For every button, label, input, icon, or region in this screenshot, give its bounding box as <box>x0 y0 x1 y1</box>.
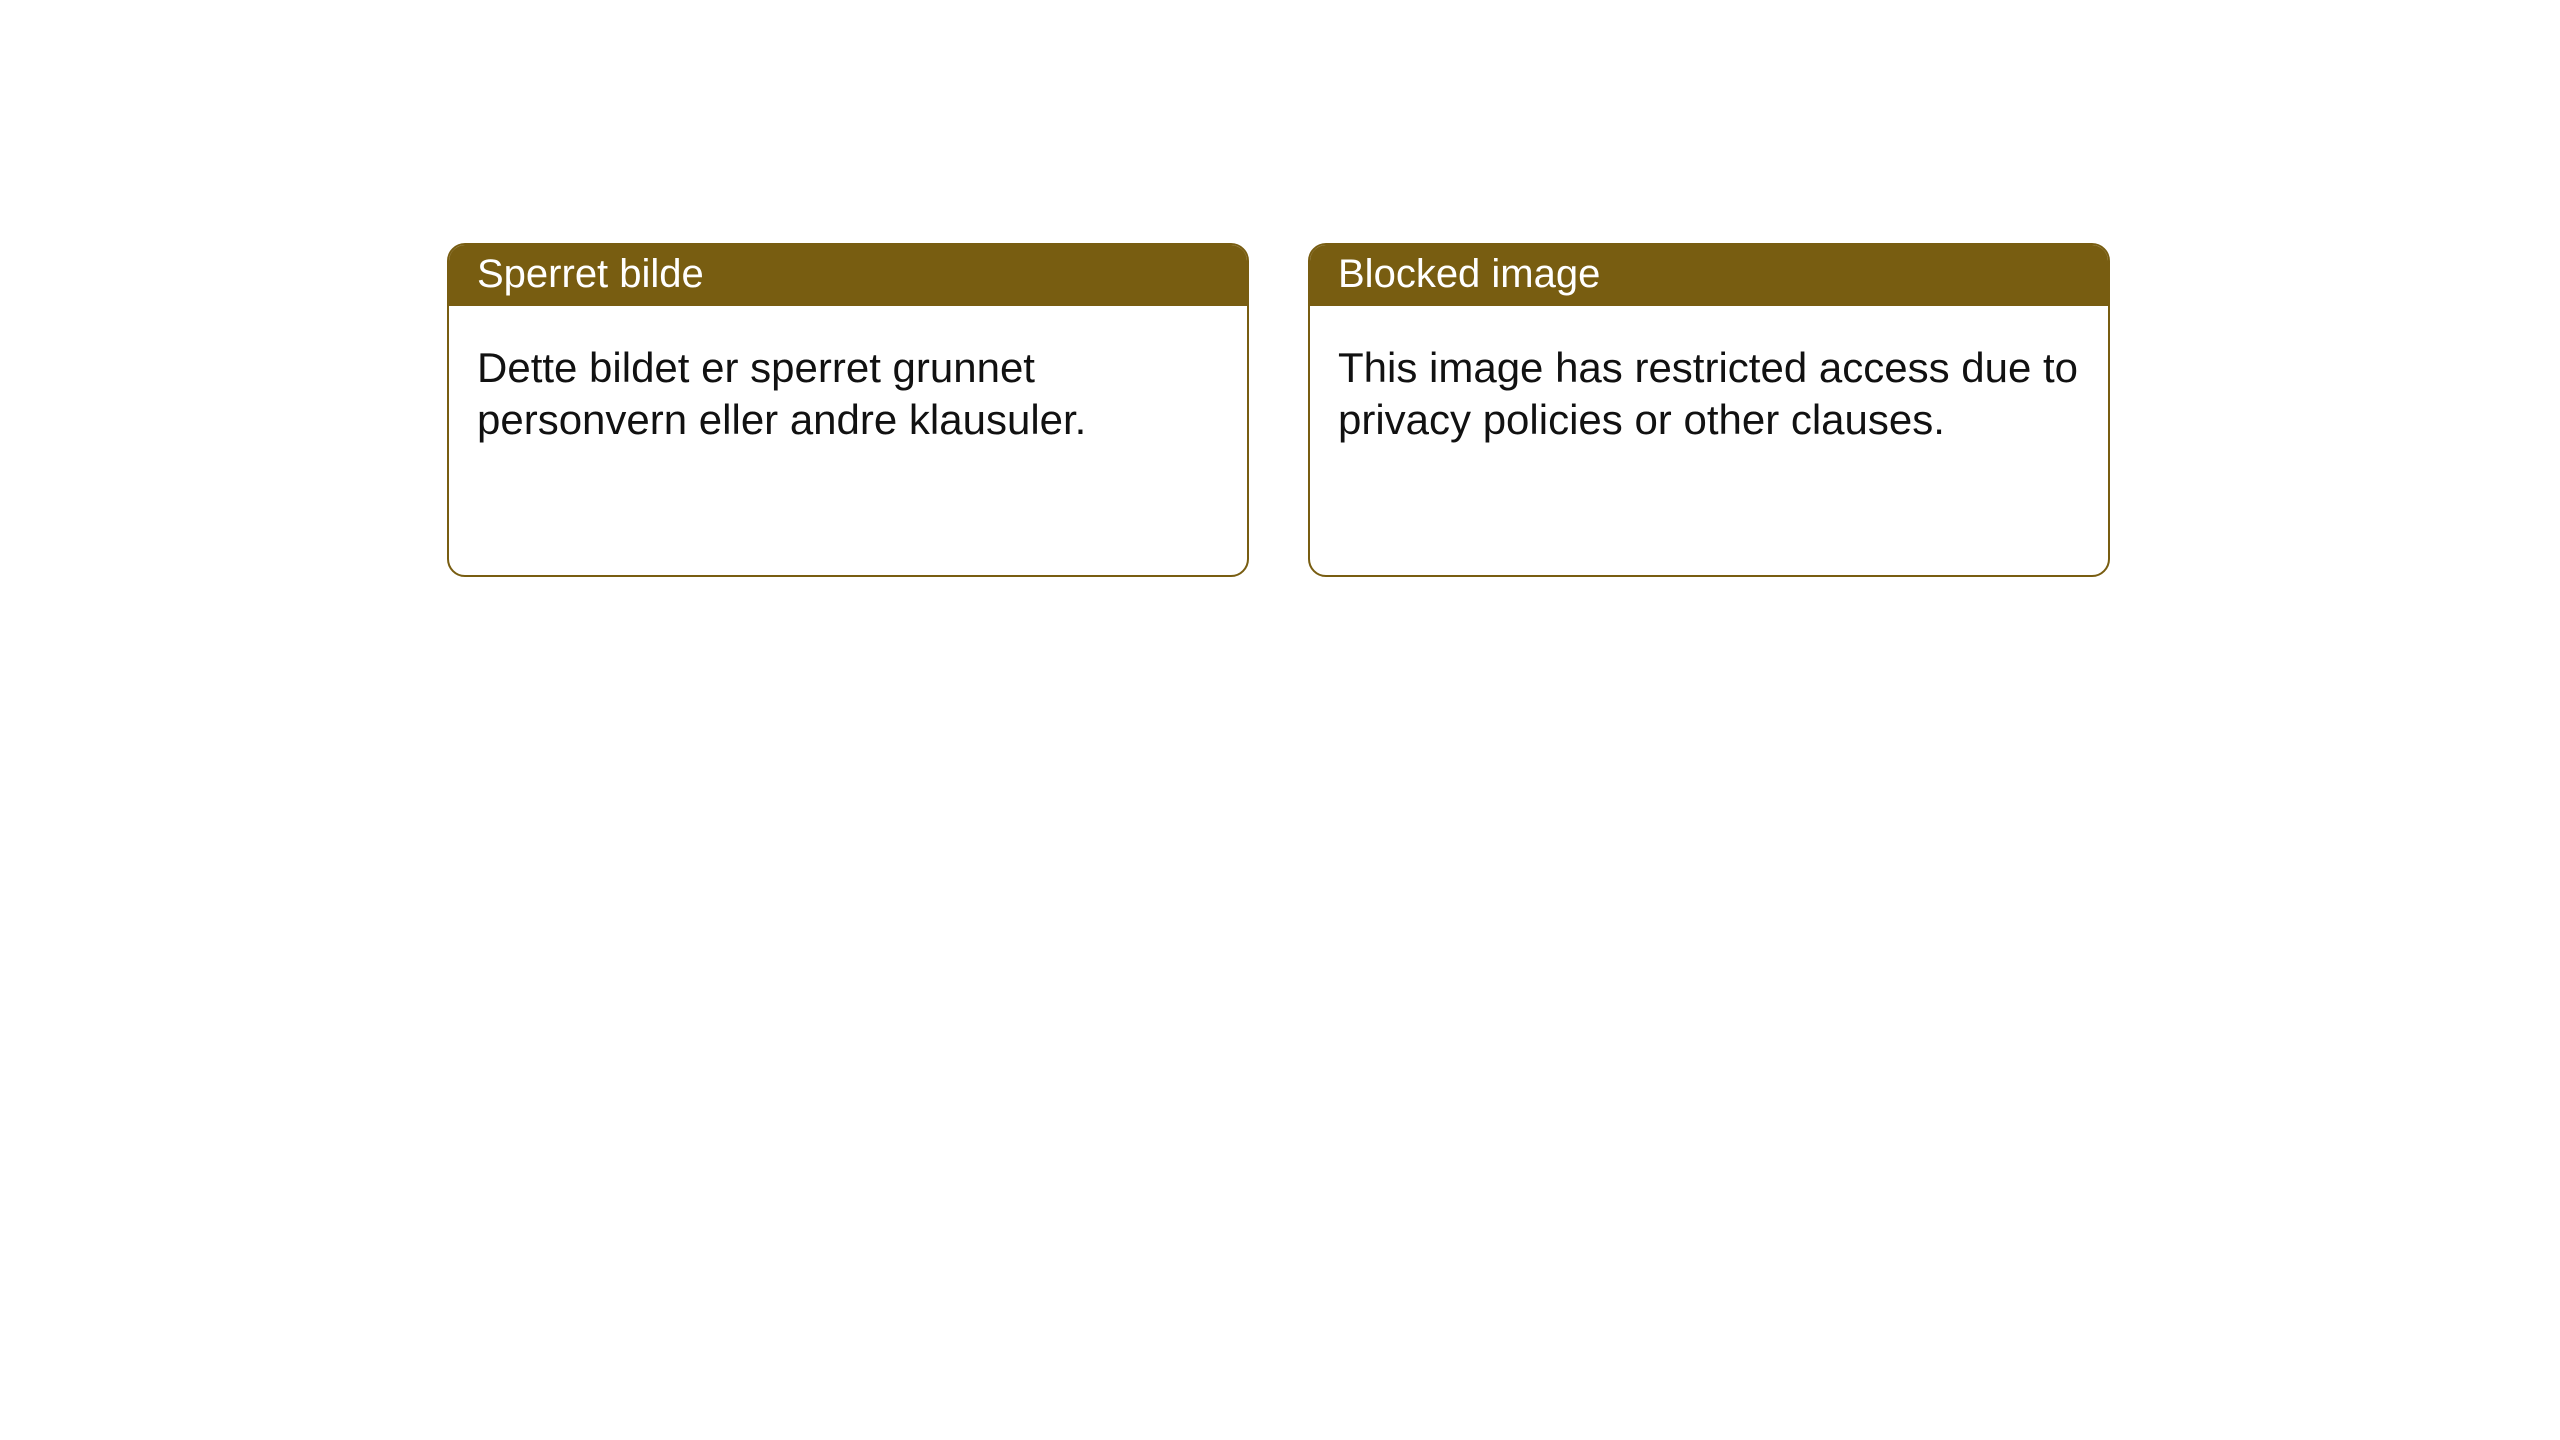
blocked-image-card-en: Blocked image This image has restricted … <box>1308 243 2110 577</box>
blocked-image-card-no: Sperret bilde Dette bildet er sperret gr… <box>447 243 1249 577</box>
card-body: Dette bildet er sperret grunnet personve… <box>449 306 1247 482</box>
card-body-text: This image has restricted access due to … <box>1338 344 2078 443</box>
card-header: Blocked image <box>1310 245 2108 306</box>
card-title: Sperret bilde <box>477 252 704 296</box>
card-body: This image has restricted access due to … <box>1310 306 2108 482</box>
card-header: Sperret bilde <box>449 245 1247 306</box>
card-body-text: Dette bildet er sperret grunnet personve… <box>477 344 1086 443</box>
card-title: Blocked image <box>1338 252 1600 296</box>
card-container: Sperret bilde Dette bildet er sperret gr… <box>447 243 2110 577</box>
